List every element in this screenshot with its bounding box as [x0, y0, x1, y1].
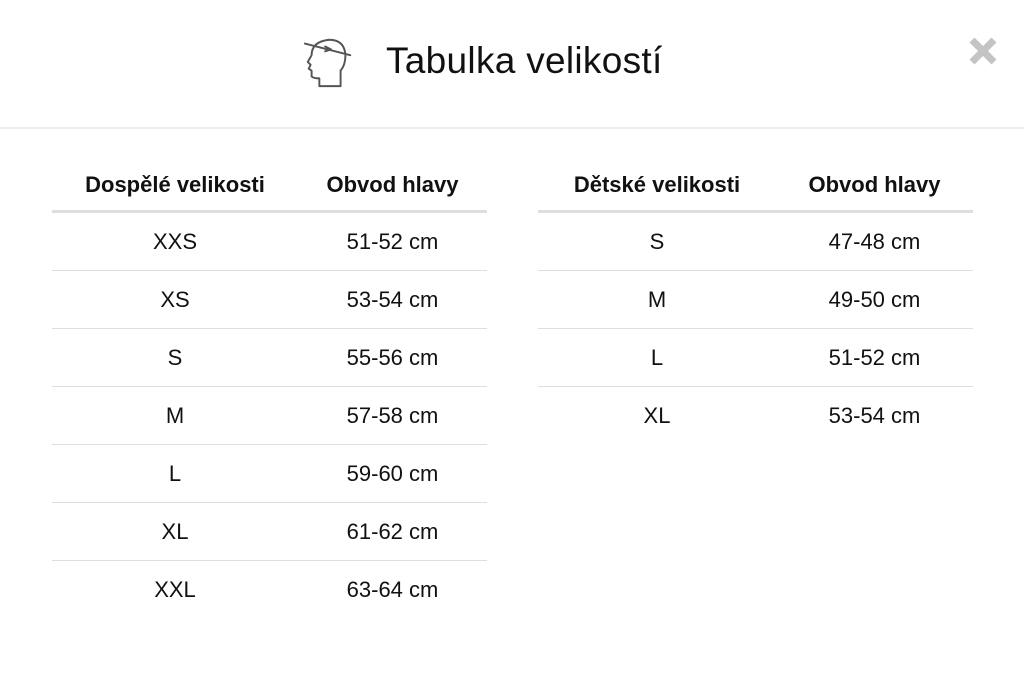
adult-size-table: Dospělé velikosti Obvod hlavy XXS 51-52 c… [52, 160, 487, 618]
head-circumference-cell: 61-62 cm [298, 502, 487, 561]
table-row: S 47-48 cm [538, 211, 973, 271]
table-row: M 49-50 cm [538, 270, 973, 329]
column-header: Obvod hlavy [298, 160, 487, 213]
head-circumference-cell: 63-64 cm [346, 576, 439, 602]
table-row: XL 61-62 cm [52, 502, 487, 561]
head-circumference-cell: 57-58 cm [298, 386, 487, 445]
table-header-row: Dětské velikosti Obvod hlavy [538, 160, 973, 213]
head-circumference-cell: 49-50 cm [776, 270, 973, 329]
size-cell: XXL [154, 576, 196, 602]
table-row: XL 53-54 cm [538, 387, 973, 445]
modal-title: Tabulka velikostí [386, 40, 663, 81]
head-circumference-cell: 51-52 cm [776, 328, 973, 387]
table-row: XS 53-54 cm [52, 270, 487, 329]
table-row: L 59-60 cm [52, 444, 487, 503]
title-wrap: Tabulka velikostí [300, 30, 663, 92]
size-cell: M [538, 270, 776, 329]
modal-header: Tabulka velikostí [0, 0, 1024, 129]
size-cell: S [52, 328, 298, 387]
head-circumference-cell: 47-48 cm [776, 211, 973, 271]
size-cell: M [52, 386, 298, 445]
column-header: Dospělé velikosti [52, 160, 298, 213]
column-header: Obvod hlavy [776, 160, 973, 213]
head-circumference-cell: 53-54 cm [828, 402, 921, 428]
head-circumference-cell: 51-52 cm [298, 211, 487, 271]
size-cell: XXS [52, 211, 298, 271]
table-row: M 57-58 cm [52, 386, 487, 445]
table-row: XXL 63-64 cm [52, 561, 487, 619]
size-cell: XL [643, 402, 671, 428]
close-button[interactable] [966, 34, 1000, 68]
close-icon [969, 37, 997, 65]
kids-size-table: Dětské velikosti Obvod hlavy S 47-48 cm M 4… [538, 160, 973, 444]
size-cell: S [538, 211, 776, 271]
size-cell: L [538, 328, 776, 387]
table-row: L 51-52 cm [538, 328, 973, 387]
table-row: XXS 51-52 cm [52, 211, 487, 271]
size-cell: XS [52, 270, 298, 329]
head-circumference-cell: 53-54 cm [298, 270, 487, 329]
table-header-row: Dospělé velikosti Obvod hlavy [52, 160, 487, 213]
head-circumference-cell: 59-60 cm [298, 444, 487, 503]
size-cell: XL [52, 502, 298, 561]
column-header: Dětské velikosti [538, 160, 776, 213]
head-measure-icon [303, 38, 352, 88]
head-circumference-cell: 55-56 cm [298, 328, 487, 387]
table-row: S 55-56 cm [52, 328, 487, 387]
size-cell: L [52, 444, 298, 503]
